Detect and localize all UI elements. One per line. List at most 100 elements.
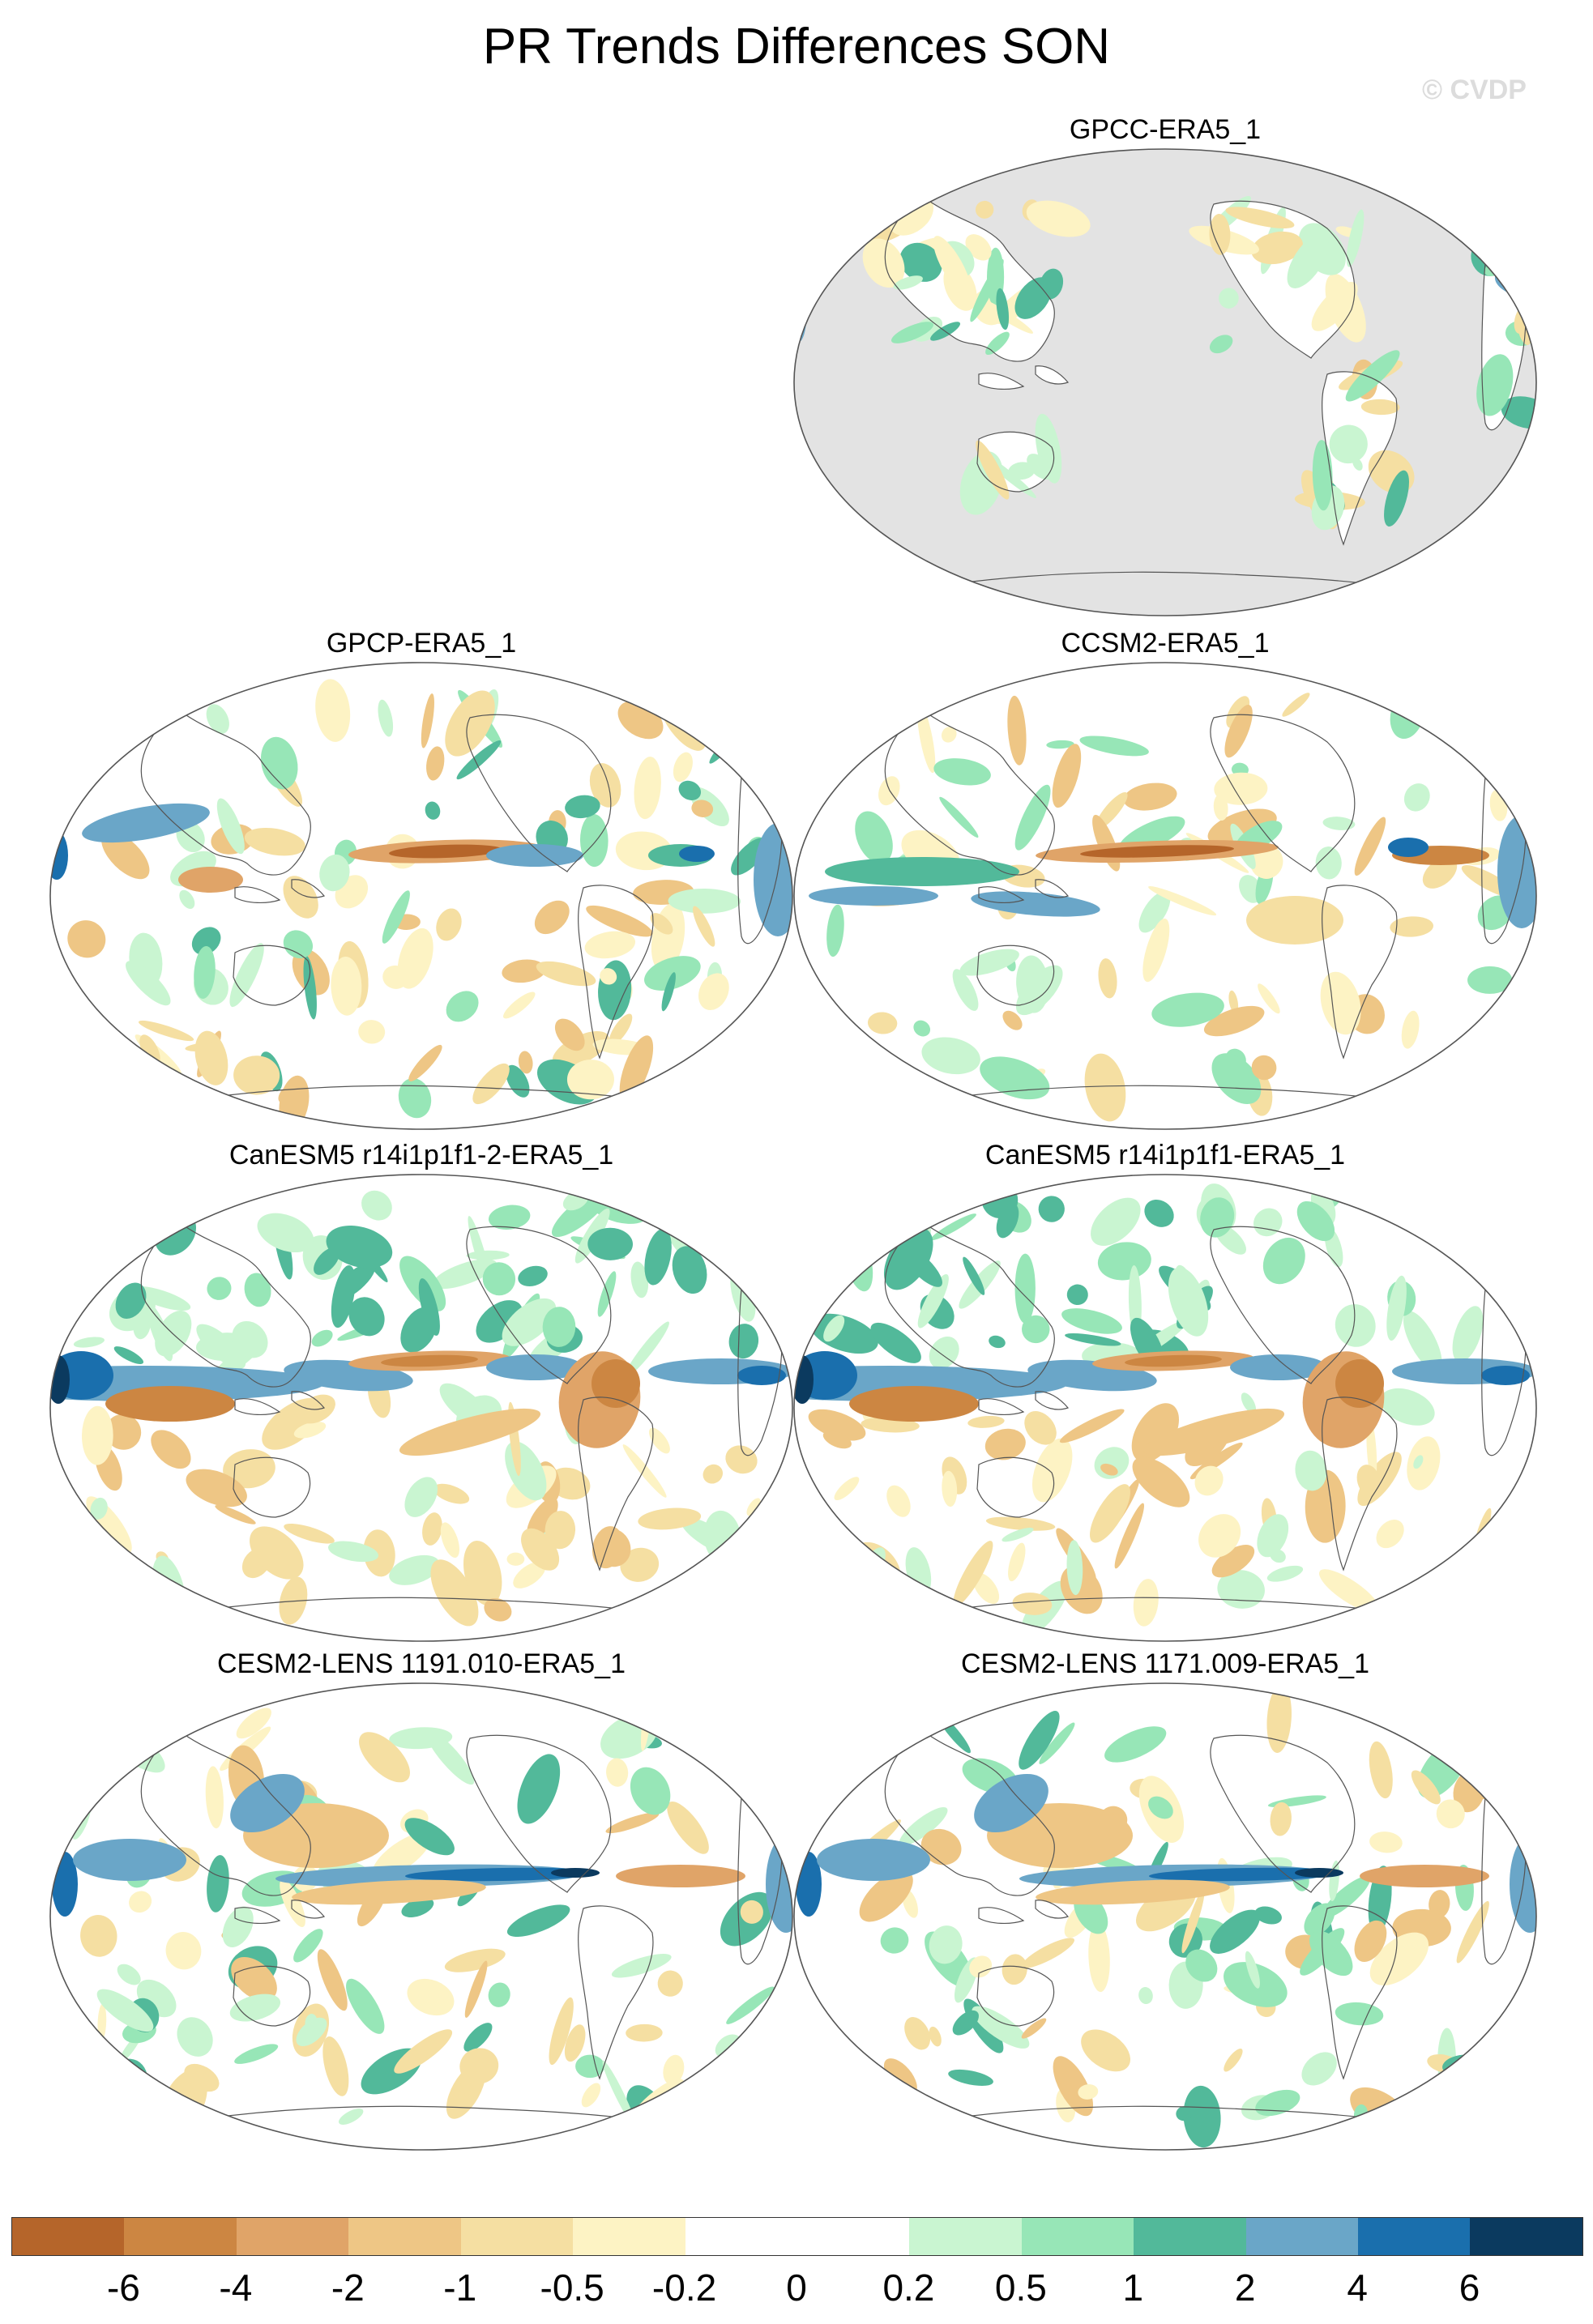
trend-blob — [1452, 1306, 1484, 1362]
trend-blob — [728, 1324, 759, 1359]
panel-title-canesm5: CanESM5 r14i1p1f1-ERA5_1 — [984, 1140, 1346, 1171]
trend-blob — [234, 2044, 279, 2064]
trend-blob — [319, 854, 350, 892]
trend-blob — [809, 1313, 878, 1354]
trend-blob — [1434, 1716, 1497, 1749]
trend-blob — [82, 803, 210, 843]
trend-blob — [616, 1865, 745, 1887]
colorbar-tick-label: 6 — [1458, 2266, 1480, 2309]
trend-blob — [331, 956, 362, 1016]
trend-blob — [223, 1449, 275, 1489]
trend-blob — [597, 1271, 617, 1317]
trend-blob — [1014, 1253, 1036, 1324]
trend-blob — [1217, 1570, 1265, 1609]
figure-title: PR Trends Differences SON — [482, 19, 1111, 75]
trend-blob — [463, 2023, 493, 2052]
trend-blob — [1245, 1951, 1260, 1989]
trend-blob — [630, 1767, 671, 1815]
map-gpcp — [49, 661, 794, 1131]
trend-blob — [1287, 233, 1329, 288]
trend-blob — [293, 1929, 323, 1963]
trend-blob — [1211, 1053, 1262, 1104]
trend-blob — [1142, 919, 1170, 983]
trend-blob — [131, 1286, 191, 1311]
trend-blob — [929, 2026, 942, 2047]
trend-blob — [1318, 1569, 1379, 1613]
trend-blob — [1181, 1889, 1205, 1954]
trend-blob — [207, 1277, 232, 1300]
trend-blob — [1266, 1565, 1304, 1582]
trend-blob — [587, 1227, 634, 1260]
coastline — [233, 1456, 311, 1518]
colorbar-tick-label: -1 — [443, 2266, 477, 2309]
trend-blob — [363, 1529, 395, 1577]
trend-blob — [244, 827, 305, 856]
trend-blob — [1301, 2052, 1337, 2086]
coastline — [976, 1965, 1055, 2027]
trend-blob — [280, 1878, 305, 1927]
trend-blob — [1183, 2085, 1221, 2148]
trend-blob — [549, 1997, 574, 2066]
trend-blob — [1384, 470, 1409, 527]
trend-blob — [361, 1190, 392, 1221]
trend-blob — [1481, 1366, 1530, 1385]
coastline — [976, 1456, 1055, 1518]
trend-blob — [693, 906, 715, 947]
trend-blob — [130, 2086, 164, 2117]
trend-blob — [518, 1265, 548, 1287]
map-border — [793, 662, 1537, 1130]
trend-blob — [1403, 783, 1430, 812]
map-svg — [793, 662, 1537, 1130]
trend-blob — [1090, 1484, 1130, 1543]
trend-blob — [394, 2029, 453, 2074]
trend-blob — [1251, 1055, 1277, 1081]
trend-blob — [619, 1035, 654, 1102]
trend-blob — [1246, 896, 1343, 945]
trend-blob — [696, 1175, 720, 1238]
trend-blob — [809, 1573, 852, 1632]
coastline — [140, 709, 311, 876]
trend-blob — [75, 1215, 109, 1284]
trend-blob — [1388, 838, 1429, 857]
trend-blob — [1335, 2002, 1384, 2026]
panel-title-cesm2-1191: CESM2-LENS 1191.010-ERA5_1 — [217, 1648, 626, 1679]
trend-blob — [545, 1511, 576, 1550]
trend-blob — [989, 1335, 1006, 1349]
coastline — [978, 373, 1025, 390]
trend-blob — [1132, 1456, 1190, 1507]
trend-blob — [630, 1261, 649, 1298]
trend-blob — [502, 991, 536, 1019]
trend-blob — [1510, 1836, 1536, 1933]
trend-blob — [205, 1766, 224, 1829]
trend-blob — [233, 1055, 280, 1095]
colorbar-tick-label: 0.2 — [882, 2266, 935, 2309]
trend-blob — [133, 1309, 152, 1340]
panel-title-ccsm2: CCSM2-ERA5_1 — [1061, 628, 1270, 659]
trend-blob — [1322, 817, 1356, 830]
trend-blob — [592, 1359, 640, 1408]
trend-blob — [105, 1386, 235, 1422]
trend-blob — [657, 1970, 683, 1997]
trend-blob — [101, 831, 150, 880]
trend-blob — [67, 920, 106, 958]
trend-blob — [650, 913, 673, 935]
trend-blob — [1478, 1197, 1488, 1215]
trend-blob — [1059, 1409, 1125, 1443]
trend-blob — [566, 1060, 614, 1100]
trend-blob — [1079, 736, 1149, 757]
trend-blob — [1104, 1726, 1167, 1763]
coastline — [884, 1729, 1055, 1896]
trend-blob — [1036, 1879, 1230, 1905]
trend-blob — [1411, 1770, 1441, 1805]
trend-blob — [1142, 1408, 1285, 1456]
map-border — [49, 662, 793, 1130]
coastline — [1322, 371, 1398, 546]
trend-blob — [1403, 1311, 1442, 1371]
trend-blob — [1436, 1799, 1465, 1829]
map-svg — [49, 662, 793, 1130]
trend-blob — [859, 1870, 913, 1922]
panel-title-gpcp: GPCP-ERA5_1 — [326, 628, 517, 659]
trend-blob — [579, 814, 609, 868]
trend-blob — [1021, 2018, 1047, 2039]
trend-blob — [1022, 1315, 1050, 1344]
